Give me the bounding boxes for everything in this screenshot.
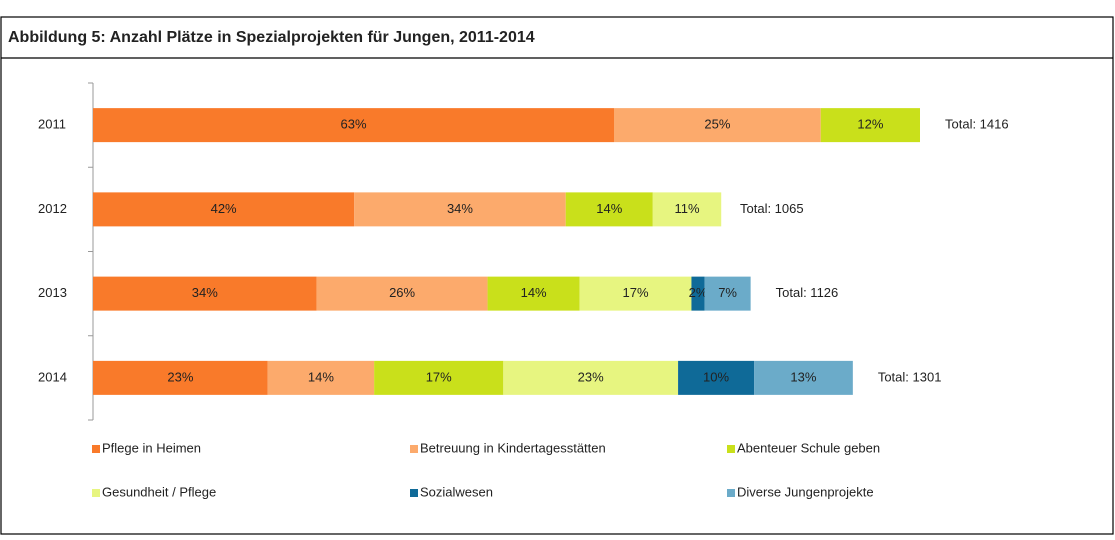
data-label: 63%: [340, 117, 366, 132]
data-label: 34%: [192, 285, 218, 300]
y-tick-label: 2013: [38, 285, 67, 300]
bar-segment: [267, 360, 375, 395]
data-label: 42%: [211, 201, 237, 216]
total-label: Total: 1301: [878, 369, 942, 384]
bar-segment: [614, 108, 821, 143]
bar-segment: [93, 192, 355, 227]
bar-segment: [93, 276, 317, 311]
data-label: 23%: [578, 369, 604, 384]
data-label: 34%: [447, 201, 473, 216]
data-label: 13%: [790, 369, 816, 384]
data-label: 7%: [718, 285, 737, 300]
legend-swatch: [410, 445, 418, 453]
legend-label: Betreuung in Kindertagesstätten: [420, 440, 606, 455]
data-label: 14%: [521, 285, 547, 300]
bar-segment: [652, 192, 722, 227]
bar-segment: [374, 360, 504, 395]
data-label: 17%: [426, 369, 452, 384]
legend-swatch: [727, 445, 735, 453]
legend-label: Pflege in Heimen: [102, 440, 201, 455]
data-label: 25%: [704, 117, 730, 132]
bar-segment: [93, 108, 615, 143]
legend-swatch: [727, 489, 735, 497]
frame: [0, 16, 1114, 535]
legend-label: Abenteuer Schule geben: [737, 440, 880, 455]
data-label: 2%: [689, 285, 708, 300]
y-tick-label: 2012: [38, 201, 67, 216]
data-label: 10%: [703, 369, 729, 384]
data-label: 12%: [857, 117, 883, 132]
legend-label: Gesundheit / Pflege: [102, 484, 216, 499]
total-label: Total: 1126: [776, 285, 839, 300]
y-tick-label: 2014: [38, 369, 67, 384]
data-label: 14%: [308, 369, 334, 384]
legend-swatch: [92, 445, 100, 453]
data-label: 26%: [389, 285, 415, 300]
data-label: 11%: [674, 201, 699, 216]
data-label: 23%: [167, 369, 193, 384]
bar-segment: [93, 360, 268, 395]
bar-segment: [691, 276, 705, 311]
legend-swatch: [92, 489, 100, 497]
total-label: Total: 1416: [945, 117, 1009, 132]
bar-segment: [565, 192, 653, 227]
total-label: Total: 1065: [740, 201, 804, 216]
chart-title: Abbildung 5: Anzahl Plätze in Spezialpro…: [8, 29, 535, 46]
bar-segment: [354, 192, 566, 227]
bar-segment: [503, 360, 679, 395]
bar-segment: [704, 276, 751, 311]
y-tick-label: 2011: [38, 117, 66, 132]
bar-segment: [316, 276, 488, 311]
bar-segment: [820, 108, 920, 143]
legend-label: Diverse Jungenprojekte: [737, 484, 874, 499]
data-label: 14%: [596, 201, 622, 216]
bar-segment: [487, 276, 580, 311]
data-label: 17%: [623, 285, 649, 300]
legend-swatch: [410, 489, 418, 497]
bar-segment: [579, 276, 692, 311]
bar-segment: [754, 360, 853, 395]
bar-segment: [678, 360, 755, 395]
legend-label: Sozialwesen: [420, 484, 493, 499]
